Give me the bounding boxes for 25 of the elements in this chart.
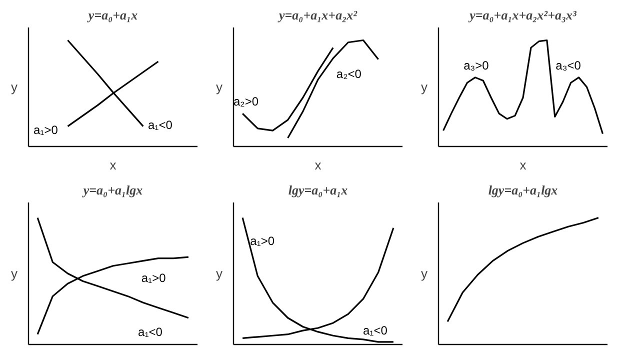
y-axis-title: y — [421, 80, 428, 94]
chart-title: y=a₀+a₁x+a₂x² — [277, 8, 358, 22]
chart-title: y=a₀+a₁x — [86, 8, 138, 22]
annotation: a₁>0 — [250, 234, 275, 248]
annotation: a₁<0 — [362, 323, 388, 338]
annotation: a₁<0 — [138, 324, 163, 339]
annotation: a₂<0 — [336, 67, 362, 82]
annotation: a₃>0 — [464, 58, 490, 73]
y-axis-title: y — [11, 266, 18, 281]
x-axis-title: x — [520, 158, 527, 172]
y-axis-title: y — [11, 80, 18, 94]
annotation: a₁>0 — [141, 270, 166, 285]
y-axis-title: y — [216, 80, 223, 94]
annotation: a₃<0 — [556, 58, 582, 73]
x-axis-title: x — [314, 158, 322, 172]
chart-title: y=a₀+a₁x+a₂x²+a₃x³ — [468, 8, 578, 22]
annotation: a₁>0 — [33, 122, 58, 137]
annotation: a₂>0 — [234, 94, 259, 108]
y-axis-title: y — [421, 266, 428, 281]
annotation: a₁<0 — [148, 118, 173, 132]
chart-title: y=a₀+a₁lgx — [81, 182, 144, 198]
chart-title: lgy=a₀+a₁lgx — [488, 182, 558, 198]
y-axis-title: y — [216, 266, 223, 281]
chart-title: lgy=a₀+a₁x — [288, 182, 348, 198]
x-axis-title: x — [110, 158, 117, 172]
